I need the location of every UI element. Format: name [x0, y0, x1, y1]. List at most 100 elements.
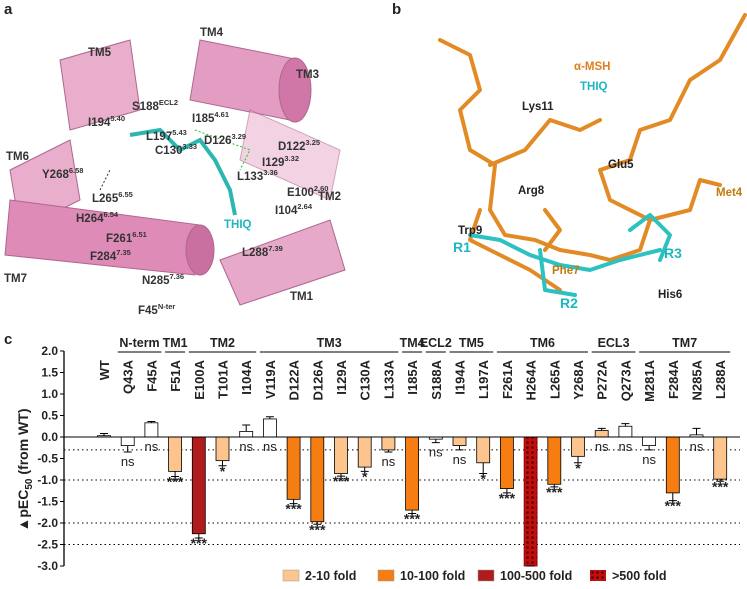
- residue-label: F45N-ter: [138, 302, 175, 317]
- residue-number: 7.39: [268, 244, 283, 253]
- legend-swatch: [590, 570, 606, 581]
- bar: [191, 436, 206, 535]
- bar: [499, 436, 514, 489]
- x-tick-label: F284A: [666, 359, 681, 399]
- error-bar: [574, 456, 582, 464]
- residue-label: TM7: [4, 273, 27, 285]
- error-bar: [313, 521, 322, 525]
- residue-label: TM3: [296, 69, 319, 81]
- residue-name: TM6: [6, 151, 29, 163]
- x-tick-label: L197A: [476, 359, 491, 399]
- group-label: ECL3: [598, 336, 630, 350]
- significance: ***: [404, 511, 421, 527]
- group-label: N-term: [119, 336, 159, 350]
- bar: [381, 436, 396, 451]
- error-bar: [147, 421, 156, 423]
- residue-name: D126: [204, 135, 232, 147]
- residue-label: I1042.64: [275, 202, 313, 217]
- significance: ***: [191, 535, 208, 551]
- residue-label: F2847.35: [90, 248, 131, 263]
- residue-label: H2646.54: [76, 210, 119, 225]
- residue-name: I194: [88, 117, 111, 129]
- x-tick-label: D126A: [310, 359, 325, 400]
- residue-number: 2.64: [297, 202, 312, 211]
- panel-letter: b: [392, 1, 401, 18]
- bar: [215, 436, 230, 462]
- residue-number: 6.54: [104, 210, 119, 219]
- error-bar: [597, 427, 606, 431]
- x-tick-label: H264A: [524, 359, 539, 400]
- residue-name: TM4: [200, 27, 224, 39]
- residue-name: N285: [142, 275, 170, 287]
- group-label: TM3: [317, 336, 342, 350]
- residue-name: THIQ: [224, 219, 252, 231]
- error-bar: [289, 499, 298, 505]
- significance: ***: [285, 501, 302, 517]
- significance: *: [480, 471, 486, 487]
- residue-label: C1303.33: [155, 142, 197, 157]
- residue-name: F284: [90, 251, 117, 263]
- x-tick-label: Y268A: [571, 359, 586, 399]
- residue-name: L265: [92, 193, 119, 205]
- residue-name: F45: [138, 305, 158, 317]
- residue-number: 3.25: [306, 138, 321, 147]
- y-label-after: (from WT): [15, 409, 31, 479]
- bar: [120, 436, 135, 447]
- x-tick-label: Q273A: [618, 359, 633, 401]
- error-bar: [431, 439, 440, 444]
- residue-name: I185: [192, 113, 215, 125]
- x-tick-label: I194A: [453, 359, 468, 394]
- error-bar: [218, 460, 227, 467]
- x-tick-label: N285A: [690, 359, 705, 400]
- significance: *: [220, 463, 226, 479]
- panel-c: 2.0 1.5 1.0 0.5 0.0 -0.5 -1.0 -1.5 -2.0 -2.5 -3.0 ▲…: [15, 336, 740, 583]
- residue-label: I1945.40: [88, 114, 125, 129]
- structure-label: Lys11: [522, 101, 554, 113]
- x-tick-label: WT: [97, 360, 112, 380]
- group-label: TM6: [530, 336, 555, 350]
- x-tick-label: C130A: [358, 359, 373, 400]
- residue-label: S188ECL2: [132, 98, 178, 113]
- residue-label: F2616.51: [106, 230, 147, 245]
- residue-name: TM5: [88, 47, 112, 59]
- y-label-main: ▲pEC: [15, 490, 31, 532]
- residue-name: L133: [237, 171, 263, 183]
- structure-label: His6: [658, 289, 682, 301]
- residue-number: 3.32: [284, 154, 299, 163]
- error-bar: [550, 484, 559, 488]
- bar: [594, 430, 609, 438]
- error-bar: [716, 479, 725, 482]
- structure-label: Trp9: [458, 225, 482, 237]
- y-tick-label: 0.5: [41, 409, 58, 423]
- residue-name: S188: [132, 101, 159, 113]
- residue-label: TM6: [6, 151, 29, 163]
- residue-label: E1002.60: [287, 184, 328, 199]
- error-bar: [455, 445, 464, 451]
- residue-label: L1333.36: [237, 168, 278, 183]
- structure-label: R3: [664, 245, 682, 261]
- bar: [144, 422, 159, 438]
- significance: ***: [167, 474, 184, 490]
- bar: [571, 436, 585, 457]
- significance: ***: [309, 521, 326, 537]
- significance: ***: [499, 490, 516, 506]
- bar: [168, 436, 183, 472]
- significance: ***: [333, 473, 350, 489]
- error-bar: [384, 449, 393, 453]
- residue-number: 2.60: [314, 184, 329, 193]
- bar: [523, 436, 538, 567]
- structure-label: THIQ: [580, 81, 608, 93]
- structure-label: R1: [453, 239, 471, 255]
- structure-label: Glu5: [608, 159, 634, 171]
- error-bar: [171, 471, 180, 478]
- bar: [642, 436, 656, 447]
- significance: ns: [121, 454, 135, 469]
- residue-label: I1293.32: [262, 154, 299, 169]
- residue-name: TM7: [4, 273, 27, 285]
- bar: [334, 436, 348, 474]
- error-bar: [645, 445, 654, 451]
- significance: ns: [429, 445, 443, 460]
- residue-name: C130: [155, 145, 183, 157]
- y-tick-label: 1.0: [41, 387, 58, 401]
- bar: [452, 436, 467, 447]
